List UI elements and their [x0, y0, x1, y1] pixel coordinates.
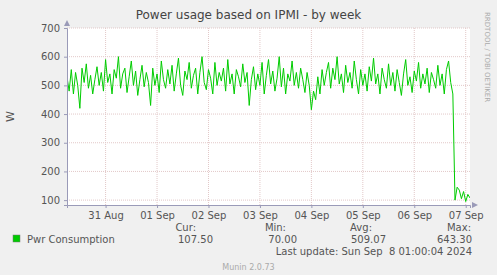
y-tick-mark	[64, 57, 67, 58]
y-tick-mark	[64, 143, 67, 144]
y-axis-arrow	[64, 20, 70, 26]
y-tick-mark	[64, 171, 67, 172]
y-tick-label: 500	[41, 80, 60, 91]
x-tick: 01 Sep	[140, 205, 175, 221]
grid-line-y	[67, 114, 470, 115]
y-tick-mark	[64, 114, 67, 115]
grid-line-y	[67, 56, 470, 57]
y-tick-label: 400	[41, 109, 60, 120]
x-tick: 04 Sep	[294, 205, 329, 221]
grid-line-x	[465, 28, 466, 205]
x-tick-mark	[414, 205, 415, 208]
series-line	[67, 57, 470, 202]
y-tick: 600	[41, 51, 67, 62]
x-tick-mark	[466, 205, 467, 208]
x-tick-label: 07 Sep	[449, 210, 484, 221]
stat-value: 509.07	[351, 234, 386, 245]
x-tick-mark	[311, 205, 312, 208]
stat-label: Cur:	[175, 222, 196, 233]
y-axis-title: W	[4, 111, 17, 122]
y-tick: 300	[41, 137, 67, 148]
title: Power usage based on IPMI - by week	[136, 8, 362, 22]
y-tick: 700	[41, 23, 67, 34]
x-tick-label: 03 Sep	[243, 210, 278, 221]
x-axis-line	[68, 206, 471, 209]
y-axis: 100 200 300 400 500 600 700	[41, 23, 68, 206]
x-axis: 31 Aug 01 Sep 02 Sep 03 Sep 04 Sep 05 Sep 06 S…	[68, 205, 484, 221]
x-axis-arrow	[472, 202, 478, 208]
x-tick-mark	[363, 205, 364, 208]
stat-value: 643.30	[437, 234, 472, 245]
grid-line-x	[311, 28, 312, 205]
grid	[67, 28, 470, 205]
grid-line-x	[208, 28, 209, 205]
x-tick-mark	[260, 205, 261, 208]
footer: Munin 2.0.73	[222, 263, 274, 272]
x-tick: 31 Aug	[88, 205, 123, 221]
legend-swatch	[13, 235, 20, 242]
y-tick-mark	[64, 200, 67, 201]
y-tick-label: 300	[41, 137, 60, 148]
grid-line-x	[362, 28, 363, 205]
x-tick: 06 Sep	[397, 205, 432, 221]
y-tick: 200	[41, 166, 67, 177]
stat-label: Max:	[447, 222, 471, 233]
x-tick-mark	[106, 205, 107, 208]
y-tick-mark	[64, 85, 67, 86]
x-tick-label: 05 Sep	[346, 210, 381, 221]
grid-line-x	[414, 28, 415, 205]
legend: Pwr Consumption Cur:107.50 Min:70.00 Avg:50…	[13, 222, 472, 245]
stat-label: Avg:	[350, 222, 372, 233]
grid-line-y	[67, 28, 470, 29]
y-tick-mark	[64, 28, 67, 29]
series-group	[67, 57, 470, 202]
y-axis-line	[64, 29, 68, 206]
x-tick-label: 02 Sep	[192, 210, 227, 221]
y-tick: 100	[41, 195, 67, 206]
background	[0, 0, 497, 275]
x-tick: 07 Sep	[449, 205, 484, 221]
grid-line-x	[157, 28, 158, 205]
y-tick: 500	[41, 80, 67, 91]
side-credit: RRDTOOL / TOBI OETIKER	[483, 12, 491, 102]
x-tick-label: 06 Sep	[397, 210, 432, 221]
x-tick-label: 31 Aug	[88, 210, 123, 221]
x-tick: 02 Sep	[192, 205, 227, 221]
x-tick-label: 01 Sep	[140, 210, 175, 221]
y-tick-label: 600	[41, 51, 60, 62]
x-tick-label: 04 Sep	[294, 210, 329, 221]
last-update: Last update: Sun Sep 8 01:00:04 2024	[276, 246, 472, 257]
grid-line-x	[105, 28, 106, 205]
chart: 31 Aug 01 Sep 02 Sep 03 Sep 04 Sep 05 Sep 06 S…	[0, 0, 497, 275]
grid-line-x	[259, 28, 260, 205]
x-tick: 05 Sep	[346, 205, 381, 221]
grid-line-y	[67, 142, 470, 143]
x-tick-mark	[208, 205, 209, 208]
legend-label: Pwr Consumption	[27, 234, 115, 245]
y-tick: 400	[41, 109, 67, 120]
y-tick-label: 700	[41, 23, 60, 34]
stat-value: 70.00	[268, 234, 297, 245]
grid-line-y	[67, 171, 470, 172]
x-tick-mark	[157, 205, 158, 208]
stat-label: Min:	[265, 222, 286, 233]
y-tick-label: 200	[41, 166, 60, 177]
x-tick: 03 Sep	[243, 205, 278, 221]
grid-line-y	[67, 200, 470, 201]
stat-value: 107.50	[178, 234, 213, 245]
y-tick-label: 100	[41, 195, 60, 206]
plot-area	[67, 28, 470, 205]
